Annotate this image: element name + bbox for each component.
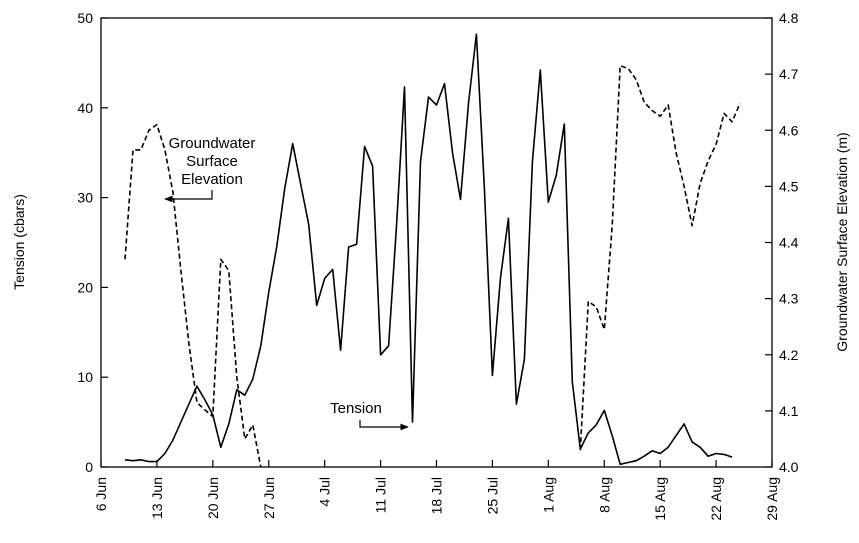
right-y-axis-ticks: 4.0 4.1 4.2 4.3 4.4 4.5 4.6 4.7 4.8 <box>765 10 799 475</box>
groundwater-label-line-3: Elevation <box>181 171 243 188</box>
x-tick-label: 4 Jul <box>317 477 333 507</box>
right-y-tick-label: 4.5 <box>779 178 799 194</box>
left-y-tick-label: 40 <box>77 100 93 116</box>
left-y-tick-label: 30 <box>77 190 93 206</box>
groundwater-label-line-1: Groundwater <box>169 135 256 152</box>
groundwater-arrow <box>164 190 213 203</box>
x-tick-label: 8 Aug <box>596 477 612 513</box>
left-y-tick-label: 20 <box>77 279 93 295</box>
x-tick-label: 11 Jul <box>373 477 389 513</box>
groundwater-label-line-2: Surface <box>186 153 238 170</box>
right-y-tick-label: 4.2 <box>779 347 799 363</box>
x-tick-label: 27 Jun <box>261 477 277 519</box>
plot-frame <box>100 17 773 468</box>
right-y-tick-label: 4.8 <box>779 10 799 26</box>
x-tick-label: 22 Aug <box>708 477 724 521</box>
groundwater-elevation-line <box>579 64 741 451</box>
left-y-tick-label: 50 <box>77 10 93 26</box>
x-tick-label: 25 Jul <box>484 477 500 514</box>
right-y-tick-label: 4.4 <box>779 235 799 251</box>
groundwater-annotation: Groundwater Surface Elevation <box>164 135 256 203</box>
x-axis-ticks: 6 Jun 13 Jun 20 Jun 27 Jun 4 Jul 11 Jul 18 Jul… <box>93 460 780 521</box>
tension-annotation: Tension <box>330 400 409 431</box>
series-layer <box>124 33 741 468</box>
right-y-tick-label: 4.7 <box>779 66 799 82</box>
left-y-axis-title: Tension (cbars) <box>11 194 27 290</box>
left-y-axis-ticks: 0 10 20 30 40 50 <box>77 10 108 475</box>
left-y-tick-label: 10 <box>77 369 93 385</box>
right-y-tick-label: 4.6 <box>779 122 799 138</box>
tension-label: Tension <box>330 400 382 417</box>
x-tick-label: 29 Aug <box>764 477 780 521</box>
x-tick-label: 20 Jun <box>205 477 221 519</box>
right-y-tick-label: 4.3 <box>779 291 799 307</box>
right-y-tick-label: 4.1 <box>779 403 799 419</box>
right-y-tick-label: 4.0 <box>779 459 799 475</box>
tension-line <box>124 33 733 466</box>
tension-arrow <box>359 420 409 431</box>
x-tick-label: 18 Jul <box>429 477 445 514</box>
x-tick-label: 6 Jun <box>93 477 109 511</box>
left-y-tick-label: 0 <box>85 459 93 475</box>
groundwater-elevation-line <box>124 123 262 468</box>
right-y-axis-title: Groundwater Surface Elevation (m) <box>834 132 850 351</box>
x-tick-label: 1 Aug <box>540 477 556 513</box>
x-tick-label: 15 Aug <box>652 477 668 521</box>
x-tick-label: 13 Jun <box>149 477 165 519</box>
